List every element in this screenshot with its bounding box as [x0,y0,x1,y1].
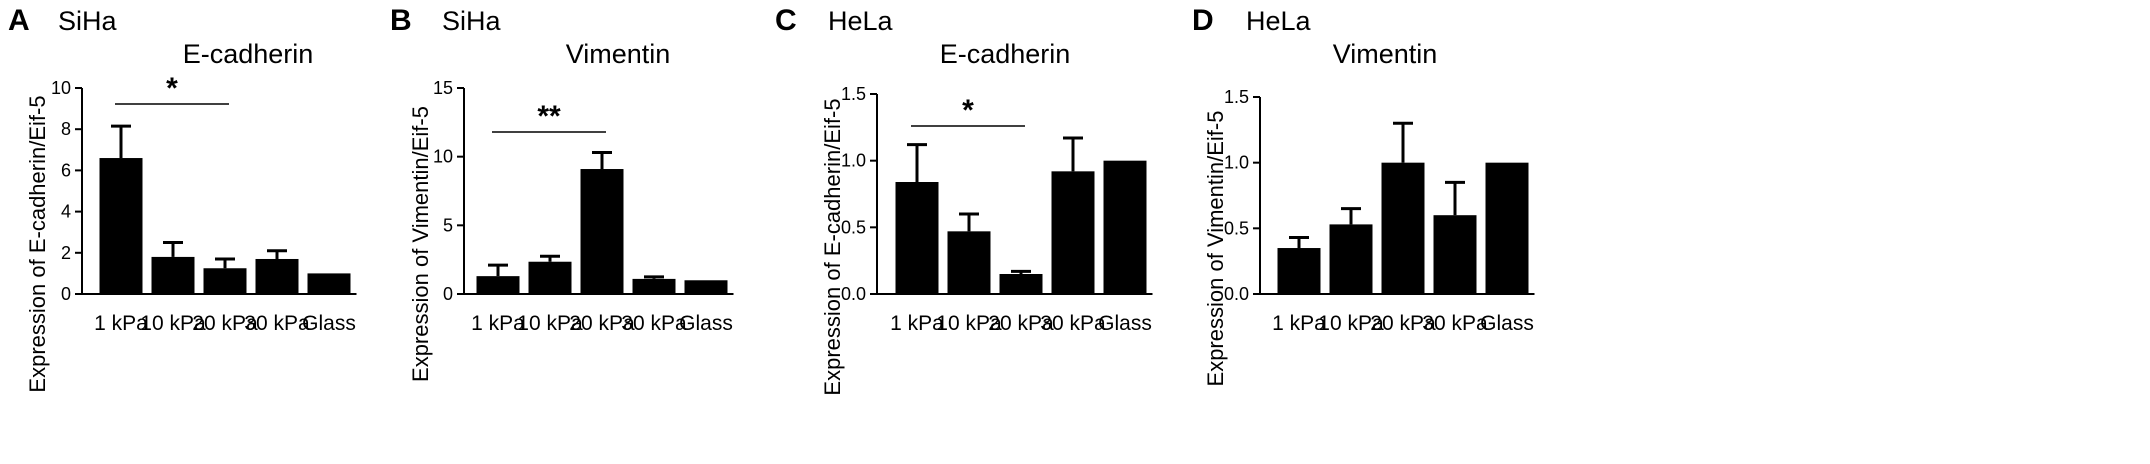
bar [1051,171,1095,294]
category-label: 1 kPa [1272,312,1326,335]
chart-panel-a: A SiHa E-cadherin Expression of E-cadherin/… [8,4,357,393]
y-tick-label: 8 [61,119,71,139]
panel-letter: B [390,4,412,37]
chart-panel-d: D HeLa Vimentin Expression of Vimentin/Eif-… [1192,4,1535,386]
cell-line-label: HeLa [1246,6,1312,36]
y-tick-label: 6 [61,160,71,180]
bar [151,256,195,294]
significance-label: * [166,72,178,105]
bar [1277,248,1321,294]
category-label: 1 kPa [94,312,148,335]
y-axis-title: Expression of Vimentin/Eif-5 [408,106,433,382]
y-axis-title: Expression of E-cadherin/Eif-5 [25,95,50,392]
chart-panel-c: C HeLa E-cadherin Expression of E-cadherin/… [775,4,1153,396]
y-tick-label: 0 [443,284,453,304]
y-tick-label: 5 [443,215,453,235]
chart-title: Vimentin [566,39,671,69]
y-tick-label: 0 [61,284,71,304]
category-label: 10 kPa [517,312,583,335]
category-label: 10 kPa [1318,312,1384,335]
bar [1381,162,1425,294]
bar [307,273,351,294]
panel-letter: A [8,4,30,37]
bar [476,276,520,294]
significance-label: ** [537,100,561,133]
chart-title: E-cadherin [940,39,1071,69]
y-tick-label: 10 [433,147,453,167]
y-tick-label: 0.5 [841,217,866,237]
bar [1485,162,1529,294]
cell-line-label: SiHa [442,6,502,36]
y-tick-label: 10 [51,78,71,98]
y-tick-label: 1.5 [1224,87,1249,107]
bar [255,258,299,294]
y-tick-label: 0.0 [841,284,866,304]
chart-title: Vimentin [1333,39,1438,69]
category-label: Glass [679,312,733,335]
bar [99,158,143,294]
y-tick-label: 2 [61,243,71,263]
chart-title: E-cadherin [183,39,314,69]
category-label: 1 kPa [890,312,944,335]
y-axis-title: Expression of Vimentin/Eif-5 [1203,111,1228,387]
category-label: 10 kPa [140,312,206,335]
y-tick-label: 4 [61,202,71,222]
y-axis-title: Expression of E-cadherin/Eif-5 [820,98,845,395]
panel-letter: C [775,4,797,37]
bar [528,261,572,294]
category-label: 20 kPa [988,312,1054,335]
bar [895,182,939,294]
y-tick-label: 1.0 [841,151,866,171]
y-tick-label: 0.5 [1224,218,1249,238]
category-label: 1 kPa [471,312,525,335]
bar [1103,160,1147,294]
bar [203,268,247,294]
y-tick-label: 15 [433,78,453,98]
category-label: 10 kPa [936,312,1002,335]
bar [1329,224,1373,294]
chart-panel-b: B SiHa Vimentin Expression of Vimentin/Eif-… [390,4,734,382]
y-tick-label: 0.0 [1224,284,1249,304]
y-tick-label: 1.0 [1224,153,1249,173]
category-label: Glass [302,312,356,335]
category-label: 20 kPa [192,312,258,335]
category-label: 20 kPa [1370,312,1436,335]
category-label: Glass [1480,312,1534,335]
category-label: 20 kPa [569,312,635,335]
bar [580,169,624,294]
bar [999,274,1043,294]
bar [684,280,728,294]
panel-letter: D [1192,4,1214,37]
bar [632,278,676,294]
significance-label: * [962,94,974,127]
category-label: 30 kPa [1040,312,1106,335]
bar [947,231,991,294]
y-tick-label: 1.5 [841,84,866,104]
category-label: 30 kPa [1422,312,1488,335]
category-label: Glass [1098,312,1152,335]
category-label: 30 kPa [621,312,687,335]
category-label: 30 kPa [244,312,310,335]
cell-line-label: SiHa [58,6,118,36]
cell-line-label: HeLa [828,6,894,36]
bar [1433,215,1477,294]
